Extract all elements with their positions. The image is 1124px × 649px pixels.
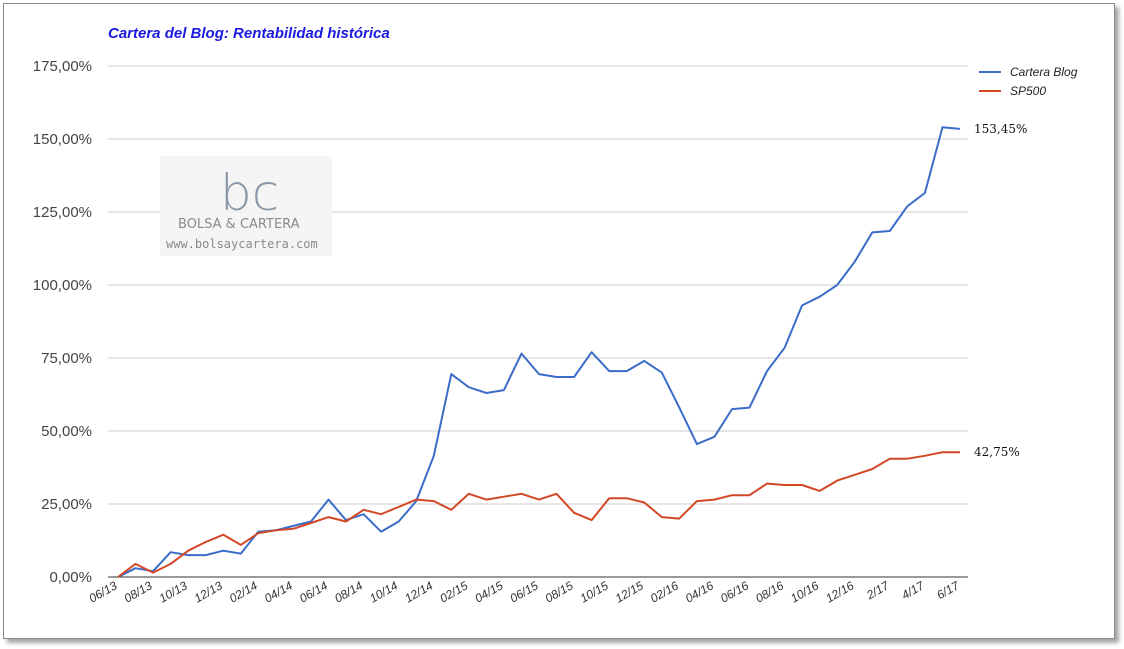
x-tick-label: 12/15 <box>613 578 646 605</box>
x-tick-label: 08/15 <box>543 578 576 605</box>
x-tick-label: 12/13 <box>192 578 225 605</box>
x-tick-label: 12/16 <box>823 578 856 605</box>
watermark-letters: bc <box>220 164 279 222</box>
chart-title: Cartera del Blog: Rentabilidad histórica <box>108 25 390 42</box>
x-axis-ticks: 06/13 08/13 10/13 12/13 02/14 04/14 06/14 08/14… <box>86 578 962 606</box>
x-tick-label: 10/14 <box>367 578 400 605</box>
y-tick-label: 75,00% <box>41 350 92 367</box>
x-tick-label: 08/14 <box>332 578 365 605</box>
end-value-label: 153,45% <box>974 122 1027 136</box>
x-tick-label: 12/14 <box>402 578 435 605</box>
x-tick-label: 06/14 <box>297 578 330 605</box>
watermark: bc BOLSA & CARTERA www.bolsaycartera.com <box>160 156 332 256</box>
legend: Cartera Blog SP500 <box>979 65 1078 98</box>
x-tick-label: 04/14 <box>262 578 295 605</box>
x-tick-label: 02/15 <box>437 578 470 605</box>
y-axis-ticks: 0,00% 25,00% 50,00% 75,00% 100,00% 125,00% 150… <box>33 58 92 586</box>
end-value-label: 42,75% <box>974 445 1020 459</box>
x-tick-label: 08/16 <box>753 578 786 605</box>
y-tick-label: 50,00% <box>41 423 92 440</box>
y-tick-label: 0,00% <box>49 569 92 586</box>
x-tick-label: 2/17 <box>863 578 892 603</box>
x-tick-label: 4/17 <box>899 578 927 602</box>
series-line <box>117 451 960 578</box>
gridlines <box>108 65 968 578</box>
watermark-background <box>160 156 332 256</box>
x-tick-label: 06/15 <box>507 578 540 605</box>
y-tick-label: 25,00% <box>41 496 92 513</box>
x-tick-label: 04/16 <box>683 578 716 605</box>
y-tick-label: 100,00% <box>33 277 92 294</box>
series-lines <box>117 126 961 578</box>
end-labels: 153,45% 42,75% <box>974 122 1027 459</box>
y-tick-label: 150,00% <box>33 131 92 148</box>
watermark-url: www.bolsaycartera.com <box>166 237 318 251</box>
x-tick-label: 10/15 <box>578 578 611 605</box>
series-line <box>117 126 961 578</box>
chart-frame <box>3 3 1115 639</box>
x-tick-label: 02/16 <box>648 578 681 605</box>
legend-label: SP500 <box>1010 84 1046 98</box>
x-tick-label: 02/14 <box>227 578 260 605</box>
y-tick-label: 175,00% <box>33 58 92 75</box>
x-tick-label: 6/17 <box>934 578 962 602</box>
legend-label: Cartera Blog <box>1010 65 1078 79</box>
x-tick-label: 10/16 <box>788 578 821 605</box>
x-tick-label: 04/15 <box>472 578 505 605</box>
watermark-name: BOLSA & CARTERA <box>178 217 300 232</box>
y-tick-label: 125,00% <box>33 204 92 221</box>
x-tick-label: 08/13 <box>122 578 155 605</box>
x-tick-label: 06/16 <box>718 578 751 605</box>
x-tick-label: 10/13 <box>157 578 190 605</box>
